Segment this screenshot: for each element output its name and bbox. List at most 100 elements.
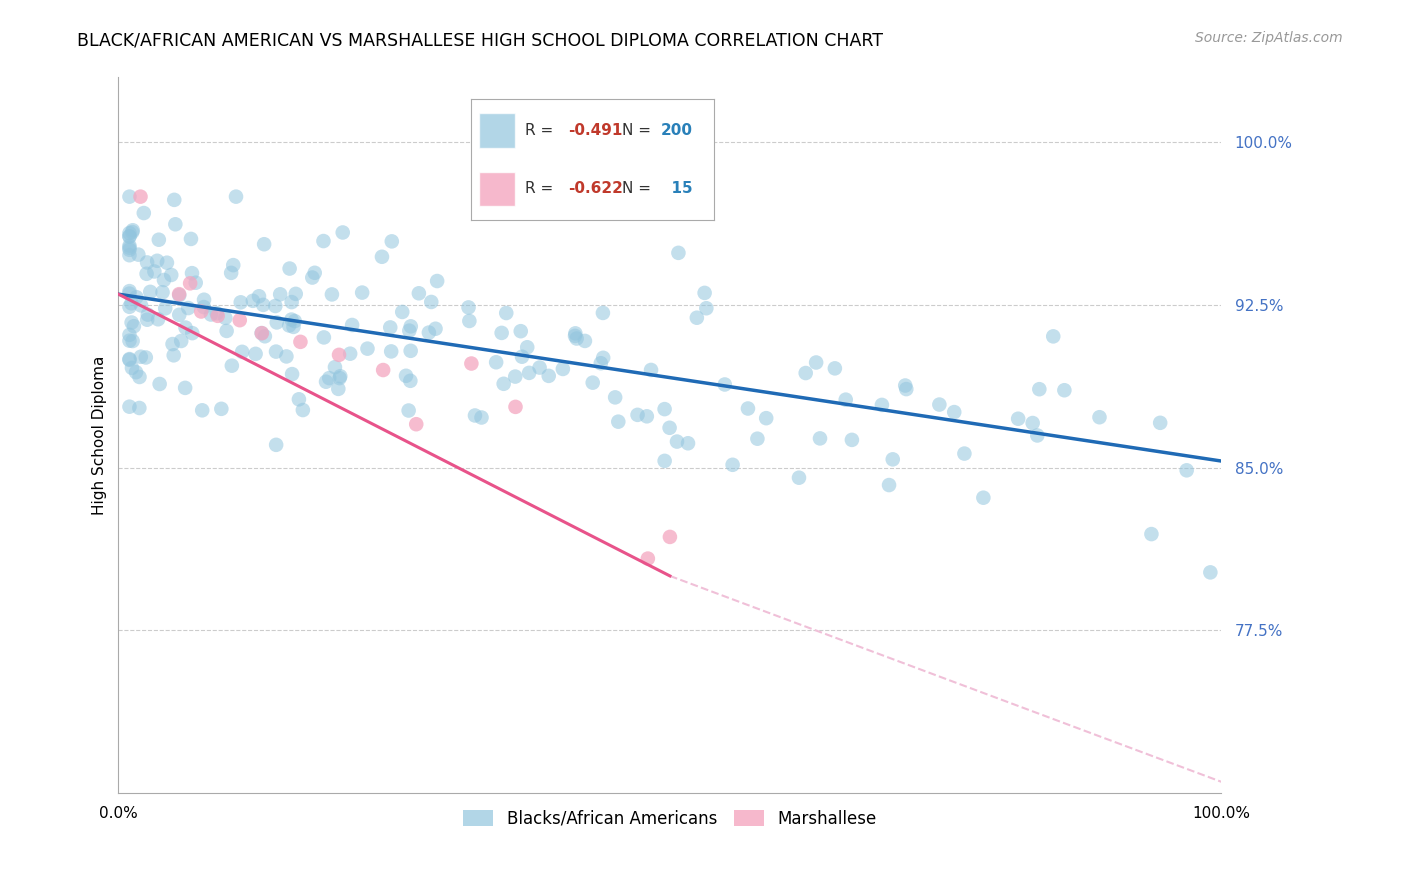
- Point: [122, 319, 145, 334]
- Point: [118, 400, 141, 414]
- Point: [1199, 566, 1222, 580]
- Legend: Blacks/African Americans, Marshallese: Blacks/African Americans, Marshallese: [457, 803, 883, 834]
- Point: [517, 366, 540, 380]
- Point: [125, 290, 148, 304]
- Point: [118, 229, 141, 244]
- Point: [155, 301, 177, 316]
- Point: [118, 238, 141, 252]
- Point: [177, 301, 200, 315]
- Point: [882, 452, 904, 467]
- Point: [1021, 416, 1043, 430]
- Point: [205, 306, 228, 320]
- Point: [328, 382, 350, 396]
- Point: [666, 434, 689, 449]
- Point: [180, 232, 202, 246]
- Point: [1042, 329, 1064, 343]
- Point: [229, 313, 252, 327]
- Point: [304, 266, 326, 280]
- Point: [146, 312, 169, 326]
- Point: [380, 320, 402, 334]
- Point: [1140, 527, 1163, 541]
- Point: [943, 405, 966, 419]
- Point: [747, 432, 769, 446]
- Point: [136, 308, 159, 322]
- Point: [332, 226, 354, 240]
- Point: [654, 402, 676, 417]
- Point: [135, 351, 157, 365]
- Point: [167, 287, 190, 301]
- Point: [315, 375, 337, 389]
- Point: [352, 285, 374, 300]
- Point: [574, 334, 596, 348]
- Point: [121, 334, 143, 348]
- Point: [207, 309, 229, 323]
- Point: [371, 250, 394, 264]
- Point: [284, 314, 307, 328]
- Point: [458, 314, 481, 328]
- Point: [312, 330, 335, 344]
- Point: [136, 312, 159, 326]
- Point: [408, 286, 430, 301]
- Point: [1149, 416, 1171, 430]
- Point: [592, 306, 614, 320]
- Point: [129, 189, 152, 203]
- Point: [209, 401, 232, 416]
- Point: [129, 298, 152, 312]
- Point: [118, 334, 141, 348]
- Point: [321, 287, 343, 301]
- Point: [165, 217, 187, 231]
- Point: [174, 320, 197, 334]
- Point: [128, 370, 150, 384]
- Point: [972, 491, 994, 505]
- Point: [592, 351, 614, 365]
- Point: [278, 261, 301, 276]
- Point: [928, 398, 950, 412]
- Point: [162, 337, 184, 351]
- Point: [280, 312, 302, 326]
- Point: [229, 295, 252, 310]
- Point: [894, 378, 917, 392]
- Point: [693, 285, 716, 300]
- Point: [222, 258, 245, 272]
- Point: [118, 229, 141, 244]
- Point: [339, 347, 361, 361]
- Point: [139, 285, 162, 299]
- Point: [152, 285, 174, 300]
- Point: [284, 286, 307, 301]
- Point: [529, 360, 551, 375]
- Point: [250, 326, 273, 340]
- Point: [626, 408, 648, 422]
- Point: [503, 369, 526, 384]
- Point: [373, 363, 395, 377]
- Point: [253, 329, 276, 343]
- Point: [118, 352, 141, 367]
- Point: [179, 277, 201, 291]
- Point: [118, 327, 141, 342]
- Point: [118, 226, 141, 240]
- Point: [160, 268, 183, 282]
- Point: [200, 308, 222, 322]
- Point: [290, 334, 312, 349]
- Point: [231, 344, 253, 359]
- Point: [219, 266, 242, 280]
- Point: [676, 436, 699, 450]
- Point: [156, 256, 179, 270]
- Point: [713, 377, 735, 392]
- Point: [214, 310, 236, 325]
- Point: [1053, 383, 1076, 397]
- Point: [491, 326, 513, 340]
- Point: [118, 241, 141, 255]
- Point: [510, 350, 533, 364]
- Point: [1026, 428, 1049, 442]
- Point: [398, 324, 420, 338]
- Point: [582, 376, 605, 390]
- Point: [184, 276, 207, 290]
- Point: [118, 189, 141, 203]
- Point: [399, 374, 422, 388]
- Point: [242, 293, 264, 308]
- Point: [1007, 411, 1029, 425]
- Point: [564, 326, 586, 341]
- Point: [398, 403, 420, 417]
- Point: [328, 348, 350, 362]
- Point: [589, 356, 612, 370]
